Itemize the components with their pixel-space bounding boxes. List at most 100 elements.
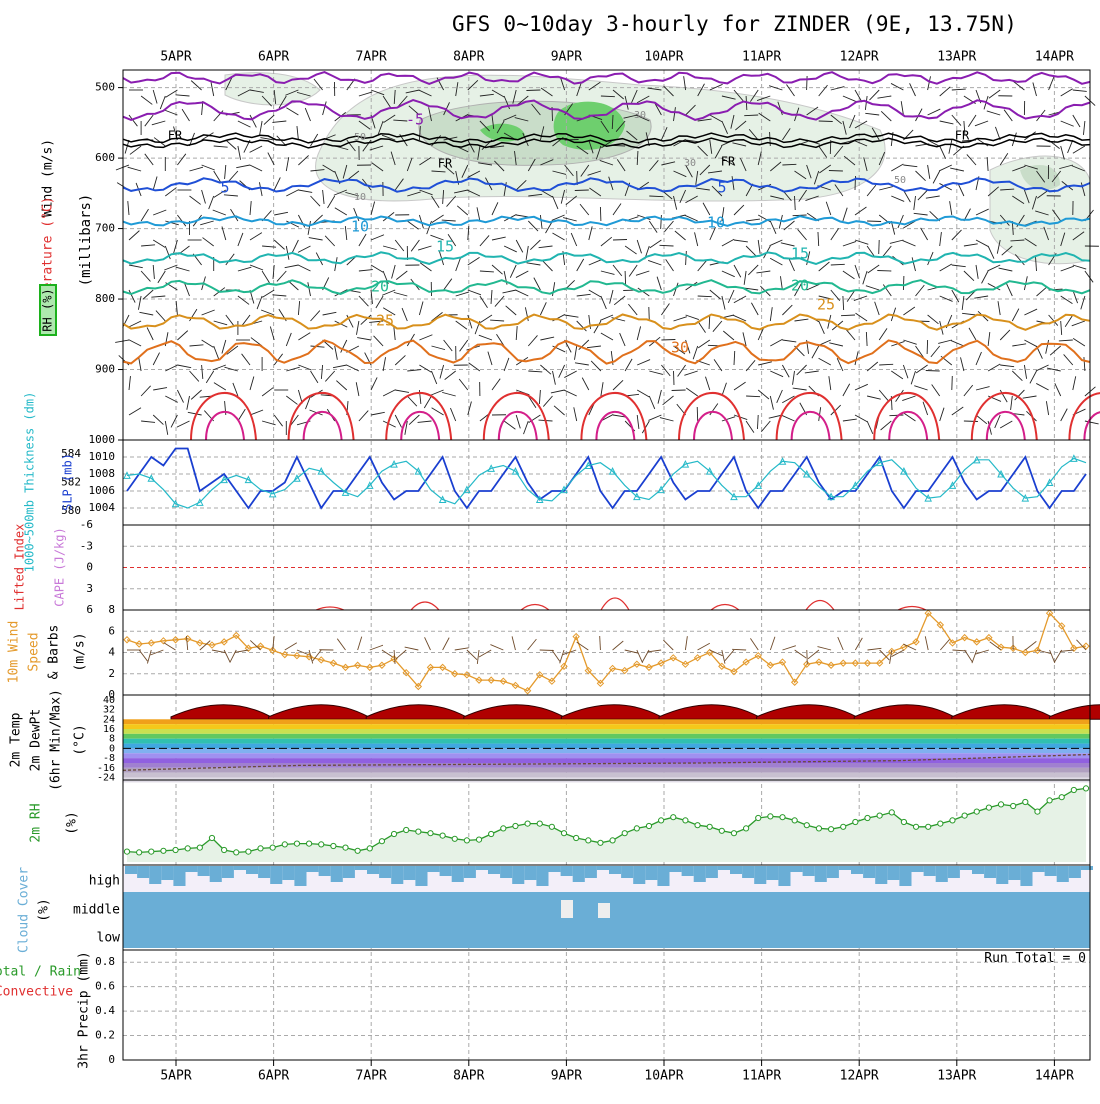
wind-barb xyxy=(214,321,227,325)
wind-barb xyxy=(492,265,503,274)
precip-tick-label: 0.4 xyxy=(95,1004,115,1017)
wind-barb xyxy=(374,336,384,346)
wind-barb xyxy=(432,215,444,223)
surface-wind-barb xyxy=(685,636,687,650)
cloud-high-bar xyxy=(585,866,597,878)
wind-barb xyxy=(539,390,540,404)
rh2m-point xyxy=(549,824,554,829)
wind-barb xyxy=(311,371,318,383)
wind-barb xyxy=(323,101,327,115)
cloud-high-bar xyxy=(125,866,137,874)
temp-contour-label: 20 xyxy=(371,278,389,296)
wind-barb xyxy=(1059,340,1073,341)
rh2m-point xyxy=(768,814,773,819)
date-label-bottom: 5APR xyxy=(160,1069,191,1084)
wind-barb xyxy=(229,171,238,181)
rh2m-point xyxy=(841,824,846,829)
wind-barb xyxy=(1061,121,1074,126)
temp-color-band xyxy=(123,729,1090,734)
wind-barb xyxy=(141,209,148,221)
wind-barb xyxy=(392,265,396,279)
wind-barb xyxy=(1004,110,1012,121)
temp-contour-label: 5 xyxy=(220,179,229,197)
temp-contour-40 xyxy=(401,412,439,440)
temp-contour-label: -5 xyxy=(406,111,424,129)
wind-barb xyxy=(129,321,142,327)
wind-barb xyxy=(976,415,987,424)
wind-barb xyxy=(891,164,903,171)
wind-barb xyxy=(1000,390,1007,402)
wind-barb xyxy=(916,171,926,181)
wind-barb xyxy=(188,412,202,415)
wind-barb xyxy=(1000,365,1014,367)
cloud-high-bar xyxy=(754,866,766,884)
wind-barb xyxy=(831,228,839,240)
wind-barb xyxy=(875,302,880,315)
wind-barb xyxy=(298,190,312,192)
wind-barb xyxy=(843,296,844,310)
wind-barb xyxy=(526,246,528,260)
rh2m-point xyxy=(137,850,142,855)
wind-barb xyxy=(141,245,155,246)
wind-barb xyxy=(756,271,770,273)
wind-barb xyxy=(746,219,760,221)
date-label-bottom: 7APR xyxy=(356,1069,387,1084)
cloud-high-bar xyxy=(440,866,452,876)
cloud-high-bar xyxy=(815,866,827,882)
wind-barb xyxy=(176,95,190,96)
cloud-high-bar xyxy=(633,866,645,884)
rh2m-point xyxy=(513,823,518,828)
cloud-high-bar xyxy=(875,866,887,884)
wind-barb xyxy=(480,271,494,272)
rh2m-point xyxy=(889,810,894,815)
surface-wind-barb xyxy=(795,650,806,658)
temp-contour-40 xyxy=(987,412,1025,440)
wind-speed-point xyxy=(124,637,130,643)
rh2m-point xyxy=(695,823,700,828)
cloud-high-bar xyxy=(294,866,306,886)
wind-barb xyxy=(914,196,916,210)
wind-barb xyxy=(926,196,940,198)
wind-barb xyxy=(164,265,177,270)
lifted-index-bump xyxy=(411,602,439,610)
wind-barb xyxy=(383,246,397,250)
wind-barb xyxy=(658,390,661,404)
wind-barb xyxy=(214,146,228,147)
rh2m-point xyxy=(355,848,360,853)
rh2m-point xyxy=(501,826,506,831)
wind-barb xyxy=(504,421,515,429)
date-label-bottom: 10APR xyxy=(644,1069,683,1084)
rh2m-point xyxy=(683,818,688,823)
wind-barb xyxy=(903,340,916,344)
wind-barb xyxy=(286,157,288,171)
cloud-high-bar xyxy=(403,866,415,880)
wind-barb xyxy=(264,115,274,125)
wind-barb xyxy=(746,421,754,433)
rh-contour-label: 50 xyxy=(894,175,906,186)
wind-barb xyxy=(325,236,335,246)
lifted-index-bump xyxy=(601,598,629,610)
wind-barb xyxy=(336,381,346,390)
rh2m-point xyxy=(149,849,154,854)
slp-tick-label: 1006 xyxy=(89,484,116,497)
cloud-level-label: high xyxy=(89,874,120,889)
wind-barb xyxy=(589,260,602,265)
surface-wind-barb xyxy=(396,650,407,659)
wind-barb xyxy=(734,351,735,365)
temp-max-hump xyxy=(757,705,857,720)
rh2m-point xyxy=(574,835,579,840)
wind-barb xyxy=(665,221,674,232)
wind-barb xyxy=(274,177,280,190)
wind-barb xyxy=(139,357,141,371)
cloud-high-bar xyxy=(851,866,863,874)
cloud-high-bar xyxy=(270,866,282,884)
surface-wind-barb xyxy=(613,641,624,650)
wind-barb xyxy=(782,415,795,421)
date-label-bottom: 13APR xyxy=(937,1069,976,1084)
surface-wind-barb xyxy=(770,637,775,650)
wind-barb xyxy=(1049,77,1054,90)
cloud-mid-gap xyxy=(598,903,610,918)
temp-color-band xyxy=(123,724,1090,729)
date-label-bottom: 12APR xyxy=(840,1069,879,1084)
